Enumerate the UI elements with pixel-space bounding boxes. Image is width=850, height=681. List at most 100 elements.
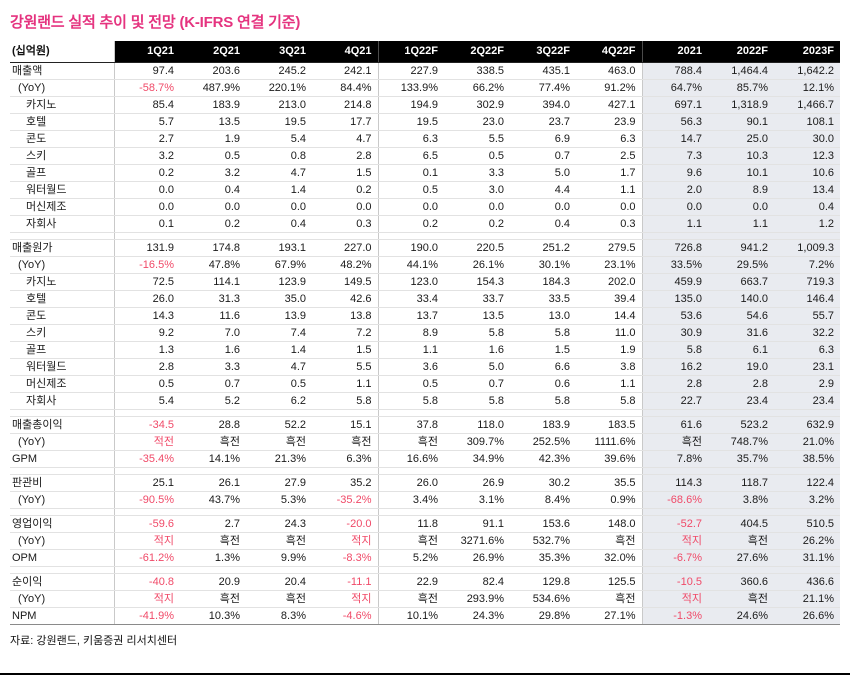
cell: 33.4 <box>378 290 444 308</box>
cell: 5.8 <box>312 392 379 410</box>
cell: 26.1 <box>180 474 246 492</box>
cell <box>180 409 246 417</box>
cell: 0.0 <box>708 198 774 216</box>
cell: 42.3% <box>510 450 576 468</box>
cell: 13.0 <box>510 307 576 325</box>
cell: 0.2 <box>378 215 444 233</box>
spacer-cell <box>10 508 115 516</box>
cell: 흑전 <box>576 590 643 608</box>
section-spacer <box>10 409 840 417</box>
cell: 26.2% <box>774 532 840 550</box>
cell: 0.5 <box>444 147 510 165</box>
cell: 91.2% <box>576 79 643 97</box>
cell: 203.6 <box>180 62 246 80</box>
cell <box>510 566 576 574</box>
cell: -61.2% <box>114 549 180 567</box>
cell: 42.6 <box>312 290 379 308</box>
cell: 118.0 <box>444 416 510 434</box>
cell: 31.3 <box>180 290 246 308</box>
row-label: 카지노 <box>10 273 115 291</box>
cell <box>774 566 840 574</box>
cell <box>312 409 379 417</box>
column-header: 3Q21 <box>246 41 312 63</box>
cell: 흑전 <box>180 433 246 451</box>
column-header: 2023F <box>774 41 840 63</box>
cell: 0.4 <box>246 215 312 233</box>
cell: 510.5 <box>774 515 840 533</box>
cell: -40.8 <box>114 573 180 591</box>
cell: 35.7% <box>708 450 774 468</box>
cell: 11.8 <box>378 515 444 533</box>
row-label: 스키 <box>10 324 115 342</box>
cell: 52.2 <box>246 416 312 434</box>
cell: 0.0 <box>642 198 708 216</box>
cell: 114.1 <box>180 273 246 291</box>
cell: 0.2 <box>312 181 379 199</box>
cell: 632.9 <box>774 416 840 434</box>
cell: -34.5 <box>114 416 180 434</box>
cell: 251.2 <box>510 239 576 257</box>
cell: 12.3 <box>774 147 840 165</box>
cell: 6.1 <box>708 341 774 359</box>
cell: 1.6 <box>444 341 510 359</box>
cell: 5.8 <box>642 341 708 359</box>
cell: 27.6% <box>708 549 774 567</box>
cell: 1,318.9 <box>708 96 774 114</box>
cell: 11.6 <box>180 307 246 325</box>
cell: 35.3% <box>510 549 576 567</box>
cell: 33.5 <box>510 290 576 308</box>
header-row: (십억원) 1Q21 2Q21 3Q21 4Q21 1Q22F 2Q22F 3Q22F 4Q22… <box>10 41 840 63</box>
row-label: 자회사 <box>10 392 115 410</box>
cell <box>180 508 246 516</box>
cell: 34.9% <box>444 450 510 468</box>
cell: 6.3 <box>774 341 840 359</box>
cell: 흑전 <box>576 532 643 550</box>
cell: 24.6% <box>708 607 774 625</box>
cell: 11.0 <box>576 324 643 342</box>
column-header: 1Q21 <box>114 41 180 63</box>
cell: 5.8 <box>444 392 510 410</box>
cell: 941.2 <box>708 239 774 257</box>
cell: 31.6 <box>708 324 774 342</box>
cell: 61.6 <box>642 416 708 434</box>
cell: 7.3 <box>642 147 708 165</box>
cell: 279.5 <box>576 239 643 257</box>
table-row: (YoY) 적지 흑전 흑전 적지 흑전 3271.6% 532.7% 흑전 적지 흑전 26.2% <box>10 532 840 550</box>
cell: 48.2% <box>312 256 379 274</box>
cell <box>246 508 312 516</box>
cell: 3.3 <box>444 164 510 182</box>
cell: 1.4 <box>246 181 312 199</box>
table-row: NPM -41.9% 10.3% 8.3% -4.6% 10.1% 24.3% 29.8% 27… <box>10 607 840 625</box>
cell: 13.9 <box>246 307 312 325</box>
cell: 309.7% <box>444 433 510 451</box>
cell: 1.1 <box>642 215 708 233</box>
cell: 0.3 <box>576 215 643 233</box>
cell: -20.0 <box>312 515 379 533</box>
table-row: 매출액 97.4 203.6 245.2 242.1 227.9 338.5 435.1 463… <box>10 62 840 80</box>
cell: 7.0 <box>180 324 246 342</box>
cell: 0.7 <box>180 375 246 393</box>
cell: 10.3% <box>180 607 246 625</box>
cell: 0.0 <box>312 198 379 216</box>
table-row: GPM -35.4% 14.1% 21.3% 6.3% 16.6% 34.9% 42.3% 39… <box>10 450 840 468</box>
cell <box>708 467 774 475</box>
cell: 19.5 <box>246 113 312 131</box>
row-label: 콘도 <box>10 307 115 325</box>
cell: 13.8 <box>312 307 379 325</box>
cell: 8.9 <box>708 181 774 199</box>
cell: 4.4 <box>510 181 576 199</box>
cell <box>378 409 444 417</box>
cell: 404.5 <box>708 515 774 533</box>
cell: 220.1% <box>246 79 312 97</box>
cell: 214.8 <box>312 96 379 114</box>
column-header: 3Q22F <box>510 41 576 63</box>
row-label: (YoY) <box>10 532 115 550</box>
cell <box>510 508 576 516</box>
cell <box>576 508 643 516</box>
cell: 0.5 <box>246 375 312 393</box>
cell: 719.3 <box>774 273 840 291</box>
cell: 56.3 <box>642 113 708 131</box>
cell: 5.8 <box>510 392 576 410</box>
cell: 118.7 <box>708 474 774 492</box>
cell: 394.0 <box>510 96 576 114</box>
